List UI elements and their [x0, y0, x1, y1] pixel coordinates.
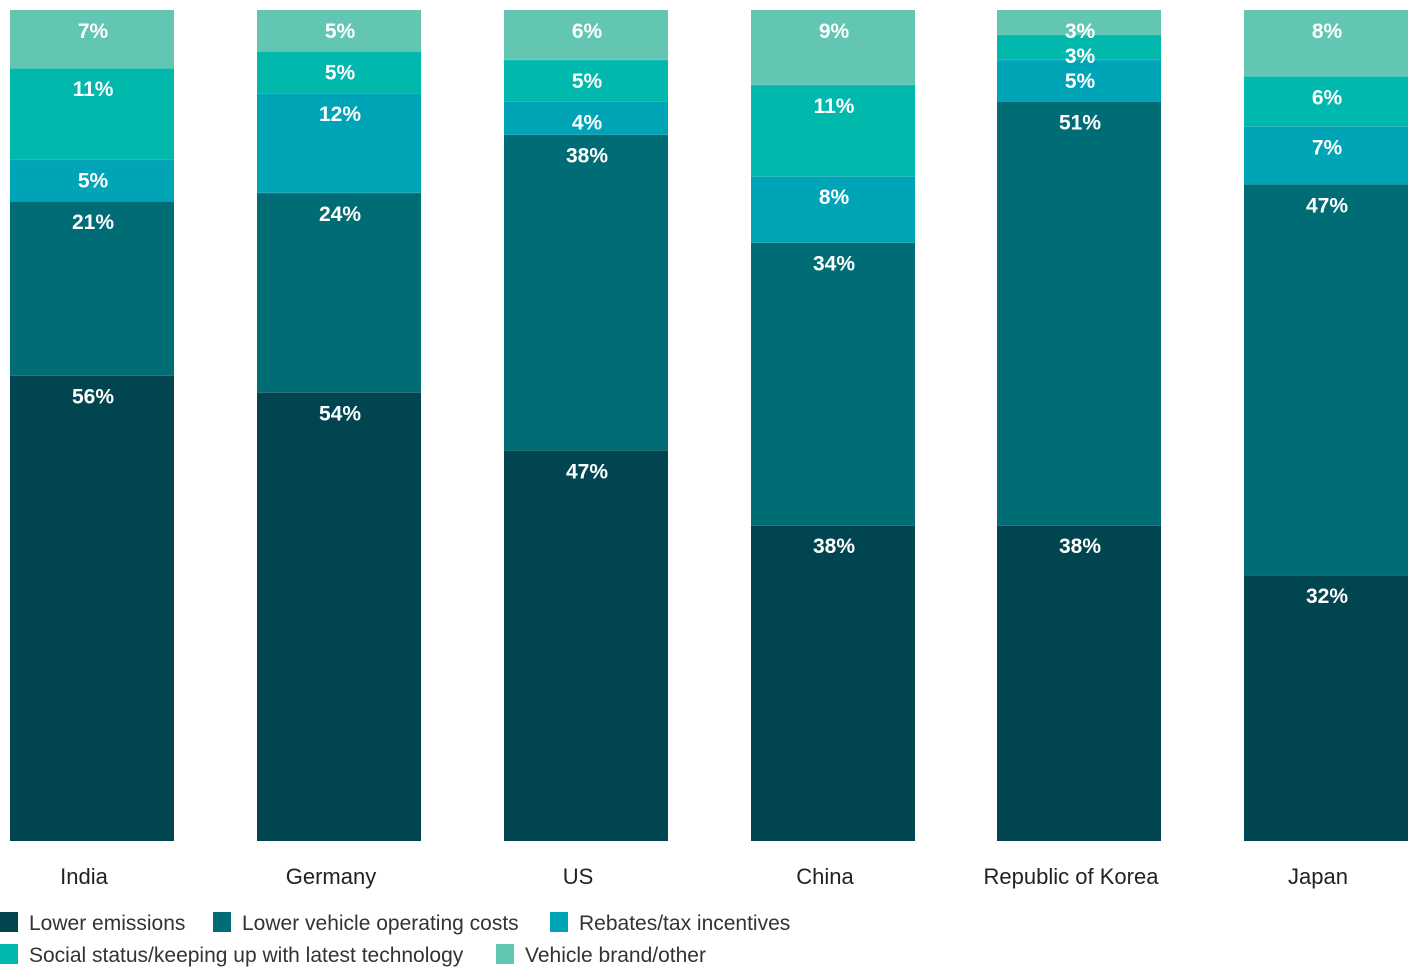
data-label-china-rebates-tax-incentives: 8% [819, 186, 850, 209]
bar-segment-japan-vehicle-brand-other [1244, 10, 1408, 77]
bar-segment-us-lower-emissions [504, 450, 668, 841]
legend-label-social-status-keeping-up-with-latest-technology: Social status/keeping up with latest tec… [29, 944, 464, 967]
data-label-china-social-status-keeping-up-with-latest-technology: 11% [814, 95, 855, 118]
bar-segment-republic-of-korea-social-status-keeping-up-with-latest-technology [997, 34, 1161, 60]
data-label-republic-of-korea-social-status-keeping-up-with-latest-technology: 3% [1065, 45, 1096, 68]
data-label-us-vehicle-brand-other: 6% [572, 20, 603, 43]
bar-segment-china-vehicle-brand-other [751, 10, 915, 85]
data-label-us-lower-vehicle-operating-costs: 38% [566, 145, 608, 168]
legend-swatch-rebates-tax-incentives [550, 912, 568, 932]
data-label-japan-vehicle-brand-other: 8% [1312, 20, 1343, 43]
legend: Lower emissions Lower vehicle operating c… [0, 912, 790, 967]
bar-segment-us-rebates-tax-incentives [504, 101, 668, 135]
bar-segment-us-social-status-keeping-up-with-latest-technology [504, 59, 668, 102]
data-label-germany-social-status-keeping-up-with-latest-technology: 5% [325, 62, 356, 85]
data-label-republic-of-korea-lower-emissions: 38% [1059, 535, 1101, 558]
bar-segment-germany-lower-emissions [257, 392, 421, 841]
legend-swatch-lower-emissions [0, 912, 18, 932]
data-label-india-social-status-keeping-up-with-latest-technology: 11% [73, 78, 114, 101]
category-label-republic-of-korea: Republic of Korea [984, 864, 1160, 889]
category-label-germany: Germany [286, 864, 376, 889]
bar-segment-china-social-status-keeping-up-with-latest-technology [751, 84, 915, 177]
category-label-china: China [796, 864, 854, 889]
data-label-china-vehicle-brand-other: 9% [819, 20, 850, 43]
bar-segment-india-rebates-tax-incentives [10, 159, 174, 202]
data-label-japan-lower-emissions: 32% [1306, 585, 1348, 608]
bar-segment-republic-of-korea-rebates-tax-incentives [997, 59, 1161, 102]
legend-label-lower-emissions: Lower emissions [29, 912, 185, 935]
data-label-us-social-status-keeping-up-with-latest-technology: 5% [572, 70, 603, 93]
bar-segment-germany-vehicle-brand-other [257, 10, 421, 52]
data-label-japan-social-status-keeping-up-with-latest-technology: 6% [1312, 86, 1343, 109]
bar-segment-japan-rebates-tax-incentives [1244, 126, 1408, 185]
bar-segment-japan-social-status-keeping-up-with-latest-technology [1244, 76, 1408, 127]
bars-group [10, 10, 1408, 841]
data-label-us-lower-emissions: 47% [566, 460, 608, 483]
data-label-republic-of-korea-lower-vehicle-operating-costs: 51% [1059, 111, 1101, 134]
data-label-india-rebates-tax-incentives: 5% [78, 170, 109, 193]
bar-segment-china-rebates-tax-incentives [751, 176, 915, 243]
bar-segment-china-lower-vehicle-operating-costs [751, 242, 915, 526]
bar-segment-japan-lower-emissions [1244, 575, 1408, 841]
data-label-republic-of-korea-rebates-tax-incentives: 5% [1065, 70, 1096, 93]
data-label-germany-lower-emissions: 54% [319, 402, 361, 425]
legend-label-lower-vehicle-operating-costs: Lower vehicle operating costs [242, 912, 519, 935]
legend-label-vehicle-brand-other: Vehicle brand/other [525, 944, 706, 967]
bar-segment-germany-lower-vehicle-operating-costs [257, 192, 421, 393]
bar-segment-republic-of-korea-vehicle-brand-other [997, 10, 1161, 35]
legend-swatch-social-status-keeping-up-with-latest-technology [0, 944, 18, 964]
bar-segment-india-vehicle-brand-other [10, 10, 174, 69]
data-label-japan-rebates-tax-incentives: 7% [1312, 136, 1343, 159]
data-label-germany-lower-vehicle-operating-costs: 24% [319, 203, 361, 226]
bar-segment-china-lower-emissions [751, 525, 915, 841]
legend-label-rebates-tax-incentives: Rebates/tax incentives [579, 912, 790, 935]
data-label-germany-rebates-tax-incentives: 12% [319, 103, 361, 126]
data-label-germany-vehicle-brand-other: 5% [325, 20, 356, 43]
data-label-china-lower-vehicle-operating-costs: 34% [813, 253, 855, 276]
bar-segment-japan-lower-vehicle-operating-costs [1244, 184, 1408, 576]
data-label-japan-lower-vehicle-operating-costs: 47% [1306, 195, 1348, 218]
bar-segment-us-lower-vehicle-operating-costs [504, 134, 668, 451]
data-label-india-lower-emissions: 56% [72, 386, 114, 409]
category-label-india: India [60, 864, 108, 889]
category-label-us: US [563, 864, 594, 889]
data-label-us-rebates-tax-incentives: 4% [572, 111, 603, 134]
bar-segment-republic-of-korea-lower-vehicle-operating-costs [997, 101, 1161, 526]
data-label-india-vehicle-brand-other: 7% [78, 20, 109, 43]
data-label-india-lower-vehicle-operating-costs: 21% [72, 211, 114, 234]
bar-segment-india-lower-emissions [10, 375, 174, 841]
bar-segment-india-lower-vehicle-operating-costs [10, 201, 174, 376]
bar-segment-us-vehicle-brand-other [504, 10, 668, 60]
segment-labels-group: 56% 21% 5% 11% 7% 54% 24% 12% 5% 5% 47% 38% 4% 5% 6% 38… [72, 20, 1348, 608]
data-label-republic-of-korea-vehicle-brand-other: 3% [1065, 20, 1096, 43]
data-label-china-lower-emissions: 38% [813, 535, 855, 558]
legend-swatch-vehicle-brand-other [496, 944, 514, 964]
bar-segment-germany-rebates-tax-incentives [257, 93, 421, 193]
bar-segment-germany-social-status-keeping-up-with-latest-technology [257, 51, 421, 94]
category-label-japan: Japan [1288, 864, 1348, 889]
category-labels-group: India Germany US China Republic of Korea Japa… [60, 864, 1348, 889]
legend-swatch-lower-vehicle-operating-costs [213, 912, 231, 932]
bar-segment-republic-of-korea-lower-emissions [997, 525, 1161, 841]
bar-segment-india-social-status-keeping-up-with-latest-technology [10, 68, 174, 160]
